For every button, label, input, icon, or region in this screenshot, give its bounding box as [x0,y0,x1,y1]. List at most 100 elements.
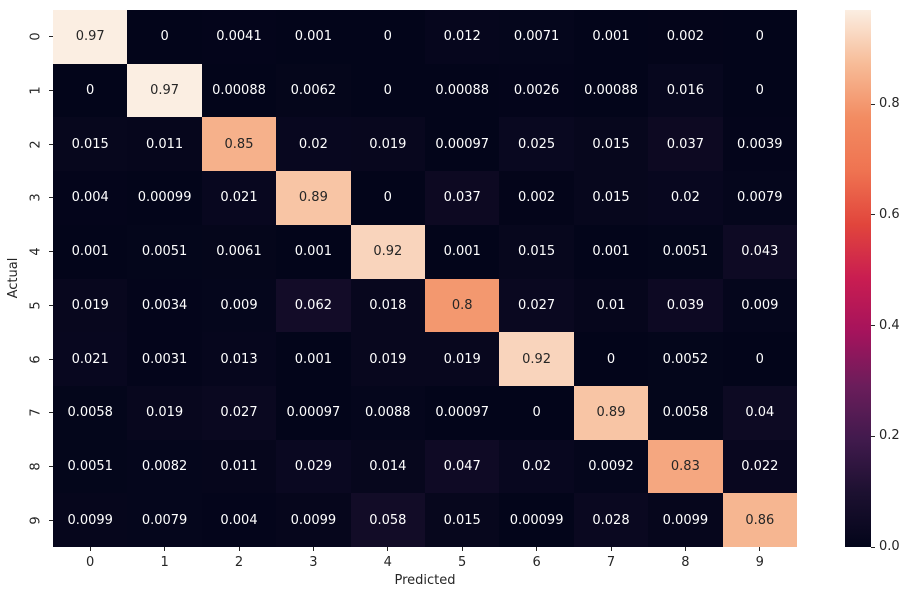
colorbar-tick-label: 0.6 [879,206,900,222]
x-tick-mark [759,547,761,551]
heatmap-cell-r0c8: 0.002 [648,10,723,64]
heatmap-cell-r0c3: 0.001 [276,10,351,64]
colorbar-tick-mark [871,325,875,327]
heatmap-cell-r4c3: 0.001 [276,224,351,279]
y-tick-mark [49,412,53,414]
heatmap-cell-r9c8: 0.0099 [648,493,723,547]
y-tick-label: 5 [29,301,44,310]
heatmap-cell-r0c0: 0.97 [53,10,128,64]
x-axis-label: Predicted [394,573,456,588]
heatmap-cell-r7c9: 0.04 [722,385,797,440]
heatmap-cell-r6c2: 0.013 [201,332,277,386]
heatmap-cell-r4c0: 0.001 [53,224,128,279]
heatmap-cell-r7c3: 0.00097 [276,385,351,440]
heatmap-cell-r1c5: 0.00088 [425,63,500,118]
x-tick-label: 3 [309,555,318,570]
heatmap-cell-r5c8: 0.039 [648,278,723,333]
heatmap-cell-r7c4: 0.0088 [350,385,425,440]
heatmap-cell-r8c7: 0.0092 [573,439,649,494]
heatmap-cell-r9c2: 0.004 [201,493,277,547]
heatmap-cell-r8c8: 0.83 [648,439,723,494]
heatmap-cell-r0c1: 0 [127,10,202,64]
heatmap-cell-r9c0: 0.0099 [53,493,128,547]
x-tick-label: 7 [606,555,616,570]
heatmap-cell-r6c9: 0 [722,332,797,386]
heatmap-cell-r1c6: 0.0026 [499,63,574,118]
x-tick-label: 0 [86,555,95,570]
heatmap-cell-r4c9: 0.043 [722,224,797,279]
heatmap-cell-r5c1: 0.0034 [127,278,202,333]
heatmap-cell-r9c6: 0.00099 [499,493,574,547]
heatmap-cell-r3c5: 0.037 [425,171,500,225]
heatmap-cell-r6c4: 0.019 [350,332,425,386]
y-tick-label: 9 [29,516,44,525]
heatmap-cell-r5c0: 0.019 [53,278,128,333]
heatmap-cell-r6c3: 0.001 [276,332,351,386]
heatmap-cell-r0c6: 0.0071 [499,10,574,64]
x-tick-label: 5 [458,555,467,570]
x-tick-mark [684,547,686,551]
heatmap-cell-r1c0: 0 [53,63,128,118]
heatmap-cell-r6c6: 0.92 [499,332,574,386]
y-tick-label: 1 [29,86,44,95]
heatmap-cell-r2c1: 0.011 [127,117,202,172]
heatmap-cell-r5c6: 0.027 [499,278,574,333]
y-tick-mark [49,519,53,521]
heatmap-cell-r1c1: 0.97 [127,63,202,118]
heatmap-cell-r4c8: 0.0051 [648,224,723,279]
heatmap-cell-r9c4: 0.058 [350,493,425,547]
heatmap-cell-r3c0: 0.004 [53,171,128,225]
heatmap-cell-r1c3: 0.0062 [276,63,351,118]
y-tick-label: 3 [29,193,44,203]
heatmap-cell-r8c0: 0.0051 [53,439,128,494]
heatmap-cell-r9c9: 0.86 [722,493,797,547]
heatmap-cell-r9c1: 0.0079 [127,493,202,547]
heatmap-cell-r0c7: 0.001 [573,10,649,64]
colorbar-tick-mark [871,435,875,437]
y-tick-label: 0 [29,32,44,41]
heatmap-cell-r3c7: 0.015 [573,171,649,225]
x-tick-mark [164,547,166,551]
x-tick-mark [461,547,463,551]
colorbar-tick-label: 0.4 [879,317,900,333]
x-tick-label: 1 [160,555,169,570]
heatmap-cell-r9c3: 0.0099 [276,493,351,547]
x-tick-mark [89,547,91,551]
heatmap-cell-r1c2: 0.00088 [201,63,277,118]
y-tick-label: 2 [29,140,44,149]
heatmap-cell-r7c7: 0.89 [573,385,649,440]
y-axis-label: Actual [6,257,21,299]
x-tick-label: 8 [681,555,690,570]
heatmap-cell-r8c1: 0.0082 [127,439,202,494]
heatmap-cell-r2c9: 0.0039 [722,117,797,172]
heatmap-cell-r5c5: 0.8 [425,278,500,333]
heatmap-cell-r6c1: 0.0031 [127,332,202,386]
heatmap-cell-r9c7: 0.028 [573,493,649,547]
heatmap-cell-r5c2: 0.009 [201,278,277,333]
heatmap-cell-r8c6: 0.02 [499,439,574,494]
heatmap-cell-r6c5: 0.019 [425,332,500,386]
heatmap-cell-r3c8: 0.02 [648,171,723,225]
y-tick-mark [49,197,53,199]
heatmap-cell-r3c1: 0.00099 [127,171,202,225]
colorbar-tick-label: 0.0 [879,539,900,554]
heatmap-cell-r0c4: 0 [350,10,425,64]
heatmap-cell-r0c9: 0 [722,10,797,64]
colorbar-tick-mark [871,214,875,216]
heatmap-cell-r7c5: 0.00097 [425,385,500,440]
x-tick-mark [238,547,240,551]
y-tick-mark [49,36,53,38]
heatmap-cell-r0c2: 0.0041 [201,10,277,64]
x-tick-label: 4 [383,555,392,570]
heatmap-cell-r1c7: 0.00088 [573,63,649,118]
heatmap-cell-r2c6: 0.025 [499,117,574,172]
heatmap-cell-r2c0: 0.015 [53,117,128,172]
y-tick-mark [49,90,53,92]
heatmap-cell-r2c7: 0.015 [573,117,649,172]
heatmap-cell-r2c2: 0.85 [201,117,277,172]
heatmap-cell-r6c7: 0 [573,332,649,386]
x-tick-mark [387,547,389,551]
x-tick-mark [312,547,314,551]
heatmap-cell-r7c2: 0.027 [201,385,277,440]
heatmap-cell-r3c3: 0.89 [276,171,351,225]
